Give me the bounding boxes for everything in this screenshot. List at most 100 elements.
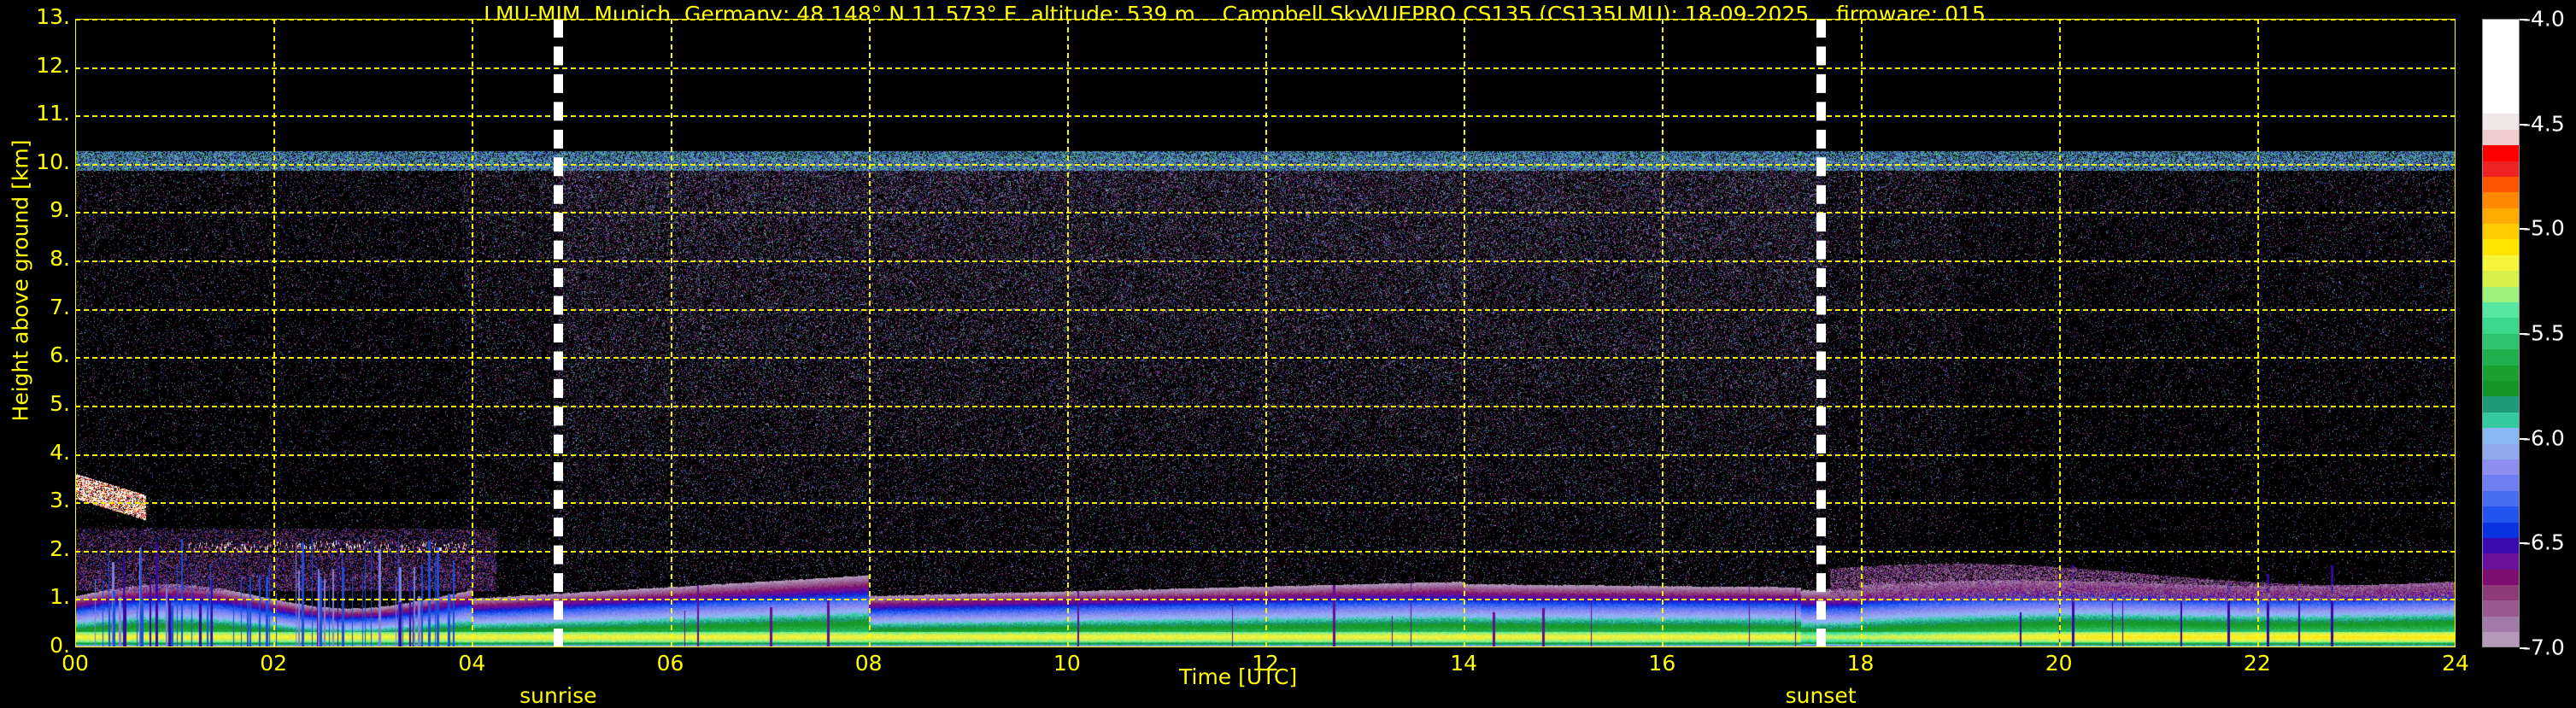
colorbar-band xyxy=(2483,255,2519,272)
colorbar-tick-mark xyxy=(2520,542,2527,545)
colorbar-tick-mark xyxy=(2520,228,2527,231)
y-tick-label: 4. xyxy=(50,439,70,465)
colorbar-band xyxy=(2483,506,2519,523)
colorbar-band xyxy=(2483,475,2519,491)
grid-line-vertical xyxy=(1265,19,1267,647)
colorbar-tick-label: -4.0 xyxy=(2523,6,2565,32)
sunset-marker xyxy=(1816,19,1827,647)
grid-line-vertical xyxy=(273,19,276,647)
colorbar-band xyxy=(2483,192,2519,208)
y-tick-label: 10. xyxy=(36,149,70,174)
colorbar-band xyxy=(2483,569,2519,586)
x-tick-label: 20 xyxy=(2045,651,2073,676)
figure-title: LMU-MIM, Munich, Germany; 48.148° N 11.5… xyxy=(484,2,1986,26)
x-tick-label: 14 xyxy=(1450,651,1478,676)
grid-line-vertical xyxy=(2256,19,2259,647)
colorbar-band xyxy=(2483,490,2519,507)
colorbar-band xyxy=(2483,129,2519,146)
colorbar-band xyxy=(2483,145,2519,161)
colorbar-band xyxy=(2483,585,2519,601)
colorbar-band xyxy=(2483,600,2519,617)
colorbar-band xyxy=(2483,35,2519,51)
y-tick-label: 6. xyxy=(50,342,70,368)
x-tick-label: 00 xyxy=(62,651,89,676)
colorbar xyxy=(2482,19,2520,647)
colorbar-band xyxy=(2483,632,2519,647)
y-tick-label: 13. xyxy=(36,4,70,29)
grid-line-vertical xyxy=(1066,19,1069,647)
colorbar-tick-label: -5.0 xyxy=(2523,215,2565,241)
colorbar-tick-label: -4.5 xyxy=(2523,111,2565,137)
y-tick-label: 8. xyxy=(50,246,70,272)
colorbar-band xyxy=(2483,239,2519,255)
colorbar-tick-label: -7.0 xyxy=(2523,635,2565,660)
colorbar-tick-mark xyxy=(2520,333,2527,335)
colorbar-band xyxy=(2483,97,2519,114)
sunrise-marker xyxy=(554,19,564,647)
grid-line-vertical xyxy=(1662,19,1664,647)
colorbar-band xyxy=(2483,349,2519,366)
y-tick-label: 7. xyxy=(50,294,70,319)
colorbar-band xyxy=(2483,333,2519,350)
colorbar-band xyxy=(2483,114,2519,130)
colorbar-band xyxy=(2483,20,2519,36)
colorbar-tick-mark xyxy=(2520,437,2527,440)
grid-line-vertical xyxy=(670,19,672,647)
y-tick-label: 12. xyxy=(36,52,70,78)
colorbar-band xyxy=(2483,537,2519,554)
x-tick-label: 18 xyxy=(1846,651,1875,676)
colorbar-band xyxy=(2483,443,2519,459)
y-tick-label: 0. xyxy=(50,633,70,658)
x-tick-label: 22 xyxy=(2243,651,2271,676)
x-tick-label: 24 xyxy=(2442,651,2469,676)
colorbar-band xyxy=(2483,412,2519,429)
colorbar-band xyxy=(2483,286,2519,303)
grid-line-vertical xyxy=(472,19,474,647)
colorbar-tick-label: -6.0 xyxy=(2523,425,2565,451)
colorbar-band xyxy=(2483,428,2519,444)
colorbar-band xyxy=(2483,380,2519,397)
colorbar-band xyxy=(2483,302,2519,319)
colorbar-band xyxy=(2483,161,2519,177)
x-tick-label: 04 xyxy=(458,651,486,676)
sunset-label: sunset xyxy=(1785,683,1857,708)
y-tick-label: 3. xyxy=(50,488,70,513)
colorbar-band xyxy=(2483,396,2519,413)
colorbar-tick-mark xyxy=(2520,19,2527,20)
y-tick-label: 9. xyxy=(50,197,70,223)
y-tick-label: 1. xyxy=(50,584,70,610)
x-tick-label: 12 xyxy=(1252,651,1279,676)
colorbar-tick-mark xyxy=(2520,123,2527,126)
grid-line-vertical xyxy=(868,19,871,647)
colorbar-band xyxy=(2483,271,2519,287)
colorbar-band xyxy=(2483,365,2519,381)
grid-line-vertical xyxy=(1860,19,1863,647)
colorbar-tick-mark xyxy=(2520,647,2527,649)
colorbar-band xyxy=(2483,50,2519,67)
x-tick-label: 08 xyxy=(854,651,883,676)
colorbar-band xyxy=(2483,318,2519,334)
y-tick-label: 11. xyxy=(36,101,70,126)
colorbar-band xyxy=(2483,208,2519,225)
colorbar-band xyxy=(2483,82,2519,98)
sunrise-label: sunrise xyxy=(519,683,597,708)
colorbar-band xyxy=(2483,553,2519,570)
x-tick-label: 10 xyxy=(1053,651,1081,676)
colorbar-band xyxy=(2483,616,2519,633)
colorbar-tick-label: -5.5 xyxy=(2523,320,2565,346)
x-tick-label: 02 xyxy=(260,651,288,676)
grid-line-vertical xyxy=(1464,19,1466,647)
grid-line-vertical xyxy=(2058,19,2061,647)
x-tick-label: 16 xyxy=(1648,651,1676,676)
backscatter-heatmap xyxy=(75,19,2456,647)
x-axis-label: Time [UTC] xyxy=(1179,664,1298,689)
colorbar-band xyxy=(2483,176,2519,193)
colorbar-band xyxy=(2483,224,2519,240)
colorbar-tick-label: -6.5 xyxy=(2523,530,2565,555)
y-tick-label: 5. xyxy=(50,390,70,416)
colorbar-ticks: -4.0 -4.5 -5.0 -5.5 -6.0 -6.5 -7.0 xyxy=(2520,7,2576,660)
colorbar-band xyxy=(2483,459,2519,476)
colorbar-band xyxy=(2483,522,2519,538)
colorbar-band xyxy=(2483,67,2519,83)
